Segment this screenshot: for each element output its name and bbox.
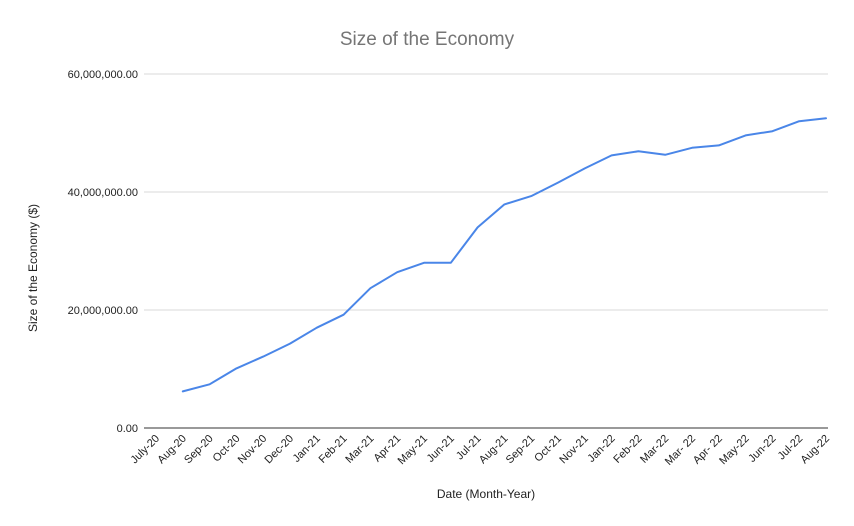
x-tick-label: Sep-21 [504,433,538,467]
y-tick-label: 40,000,000.00 [68,187,138,199]
x-tick-label: Feb-22 [611,433,644,466]
gridlines [144,73,828,429]
y-tick-label: 60,000,000.00 [68,69,138,81]
y-axis-ticks: 0.00 20,000,000.00 40,000,000.00 60,000,000… [68,69,138,435]
x-tick-label: May-21 [396,433,430,467]
y-tick-label: 20,000,000.00 [68,305,138,317]
x-axis-ticks: July-20Aug-20Sep-20Oct-20Nov-20Dec-20Jan… [129,433,833,468]
x-tick-label: May-22 [717,433,751,467]
y-tick-label: 0.00 [117,423,138,435]
chart-title: Size of the Economy [340,29,515,50]
x-tick-label: Sep-20 [182,433,216,467]
y-axis-label: Size of the Economy ($) [26,204,40,332]
series-layer [181,117,827,393]
x-tick-label: Aug-21 [477,433,511,467]
series-line [181,117,827,393]
x-tick-label: Jun-22 [746,433,778,465]
x-tick-label: Dec-20 [263,433,297,467]
x-tick-label: Aug-22 [799,433,833,467]
x-axis-label: Date (Month-Year) [437,487,535,501]
x-tick-label: Jun-21 [425,433,457,465]
x-tick-label: July-20 [129,433,163,467]
x-tick-label: Mar-21 [343,433,376,466]
x-tick-label: Feb-21 [317,433,350,466]
x-tick-label: Nov-20 [236,433,270,467]
x-tick-label: Nov-21 [557,433,591,467]
x-tick-label: Aug-20 [155,433,189,467]
